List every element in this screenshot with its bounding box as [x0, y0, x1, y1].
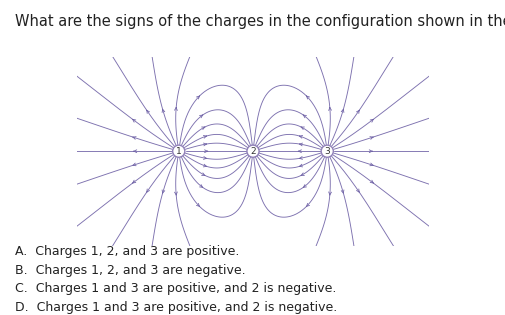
Text: 3: 3	[324, 147, 329, 156]
Text: What are the signs of the charges in the configuration shown in the figure?: What are the signs of the charges in the…	[15, 14, 505, 29]
Circle shape	[246, 145, 259, 157]
Text: 2: 2	[249, 147, 256, 156]
Text: A.  Charges 1, 2, and 3 are positive.: A. Charges 1, 2, and 3 are positive.	[15, 245, 239, 258]
Text: 1: 1	[176, 147, 181, 156]
Circle shape	[172, 145, 184, 157]
Text: D.  Charges 1 and 3 are positive, and 2 is negative.: D. Charges 1 and 3 are positive, and 2 i…	[15, 301, 337, 314]
Text: B.  Charges 1, 2, and 3 are negative.: B. Charges 1, 2, and 3 are negative.	[15, 264, 245, 277]
Text: C.  Charges 1 and 3 are positive, and 2 is negative.: C. Charges 1 and 3 are positive, and 2 i…	[15, 283, 336, 295]
Circle shape	[321, 145, 333, 157]
